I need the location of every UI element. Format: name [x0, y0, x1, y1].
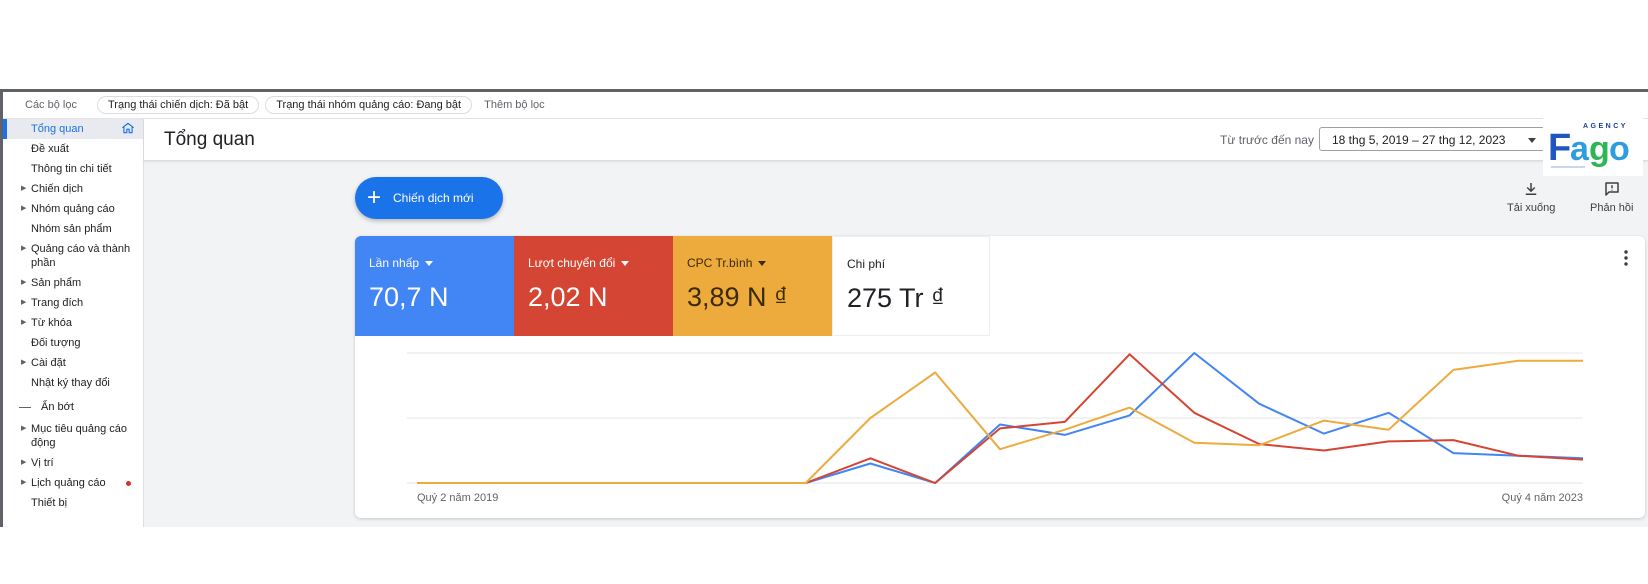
sidebar-item-keywords[interactable]: ▶ Từ khóa [3, 313, 143, 333]
chart-series-line-2 [417, 359, 1583, 484]
download-label: Tải xuống [1507, 202, 1556, 214]
expand-arrow-icon: ▶ [21, 359, 27, 366]
metric-value: 275 Tr ₫ [847, 283, 945, 313]
sidebar-item-label: Đề xuất [31, 143, 69, 155]
sidebar-item-label: Nhóm sản phẩm [31, 223, 112, 235]
sidebar-item-change-history[interactable]: Nhật ký thay đổi [3, 373, 143, 393]
svg-text:g: g [1589, 130, 1610, 168]
sidebar-item-landing-pages[interactable]: ▶ Trang đích [3, 293, 143, 313]
svg-text:a: a [1570, 130, 1590, 168]
sidebar-item-label: Quảng cáo và thành phần [31, 243, 131, 269]
expand-arrow-icon: ▶ [21, 459, 27, 466]
caret-down-icon [425, 260, 434, 266]
feedback-icon [1604, 182, 1619, 196]
sidebar-item-label: Đối tượng [31, 337, 81, 349]
metric-avg-cpc[interactable]: CPC Tr.bình 3,89 N ₫ [673, 236, 832, 336]
filters-label[interactable]: Các bộ lọc [25, 99, 77, 111]
sidebar-item-ad-schedule[interactable]: ▶ Lịch quảng cáo [3, 473, 143, 493]
date-range-select[interactable]: 18 thg 5, 2019 – 27 thg 12, 2023 [1319, 127, 1545, 151]
metric-label: Lần nhấp [369, 256, 420, 270]
metric-label: Lượt chuyển đổi [528, 256, 616, 270]
add-filter-link[interactable]: Thêm bộ lọc [484, 99, 545, 111]
sidebar-item-label: Trang đích [31, 297, 84, 309]
sidebar-item-label: Nhóm quảng cáo [31, 203, 115, 215]
expand-arrow-icon: ▶ [21, 245, 27, 252]
caret-down-icon [621, 260, 630, 266]
sidebar-item-product-groups[interactable]: Nhóm sản phẩm [3, 219, 143, 239]
sidebar-item-label: Cài đặt [31, 357, 66, 369]
metric-conversions[interactable]: Lượt chuyển đổi 2,02 N [514, 236, 673, 336]
sidebar-item-settings[interactable]: ▶ Cài đặt [3, 353, 143, 373]
svg-text:F: F [1548, 127, 1571, 169]
new-campaign-button[interactable]: + Chiến dịch mới [355, 177, 503, 219]
sidebar-item-label: Tổng quan [31, 123, 84, 135]
minus-icon [19, 406, 31, 408]
download-icon [1525, 183, 1537, 195]
x-axis-start-label: Quý 2 năm 2019 [417, 492, 499, 504]
x-axis-end-label: Quý 4 năm 2023 [1501, 492, 1583, 504]
filter-chip-adgroup-status[interactable]: Trạng thái nhóm quảng cáo: Đang bật [265, 96, 473, 114]
sidebar-item-audiences[interactable]: Đối tượng [3, 333, 143, 353]
sidebar-item-label: Chiến dịch [31, 183, 83, 195]
show-less-toggle[interactable]: Ẩn bớt [3, 393, 143, 419]
home-icon [122, 122, 134, 134]
alert-dot-icon [126, 481, 131, 486]
expand-arrow-icon: ▶ [21, 425, 27, 432]
filter-bar: Các bộ lọc Trạng thái chiến dịch: Đã bật… [3, 92, 1648, 119]
date-range-value: 18 thg 5, 2019 – 27 thg 12, 2023 [1332, 133, 1506, 147]
sidebar-item-devices[interactable]: Thiết bị [3, 493, 143, 513]
sidebar-item-label: Vị trí [31, 457, 54, 469]
date-range-label: Từ trước đến nay [1220, 133, 1314, 147]
expand-arrow-icon: ▶ [21, 205, 27, 212]
fago-logo-icon: AGENCY F a g o [1548, 123, 1630, 169]
sidebar-nav: Tổng quan Đề xuất Thông tin chi tiết ▶ Ch… [3, 119, 144, 527]
sidebar-item-insights[interactable]: Thông tin chi tiết [3, 159, 143, 179]
download-button[interactable]: Tải xuống [1507, 180, 1555, 214]
sidebar-item-recommendations[interactable]: Đề xuất [3, 139, 143, 159]
plus-icon: + [367, 184, 382, 211]
expand-arrow-icon: ▶ [21, 479, 27, 486]
sidebar-item-label: Sản phẩm [31, 277, 82, 289]
sidebar-item-locations[interactable]: ▶ Vị trí [3, 453, 143, 473]
expand-arrow-icon: ▶ [21, 185, 27, 192]
metric-clicks[interactable]: Lần nhấp 70,7 N [355, 236, 514, 336]
fago-agency-logo: AGENCY F a g o [1543, 114, 1643, 176]
feedback-label: Phản hồi [1590, 202, 1634, 214]
chart-series-line-1 [417, 353, 1584, 484]
sidebar-item-adgroups[interactable]: ▶ Nhóm quảng cáo [3, 199, 143, 219]
filter-chip-campaign-status[interactable]: Trạng thái chiến dịch: Đã bật [96, 96, 260, 114]
svg-text:o: o [1609, 130, 1630, 168]
page-title: Tổng quan [164, 129, 255, 150]
sidebar-item-overview[interactable]: Tổng quan [3, 119, 143, 139]
feedback-button[interactable]: Phản hồi [1590, 180, 1633, 214]
sidebar-item-label: Nhật ký thay đổi [31, 377, 110, 389]
metric-label: Chi phí [847, 257, 886, 271]
sidebar-item-label: Thông tin chi tiết [31, 163, 112, 175]
chevron-down-icon [1528, 138, 1536, 143]
sidebar-item-label: Thiết bị [31, 497, 68, 509]
new-campaign-label: Chiến dịch mới [393, 191, 474, 205]
metric-value: 3,89 N ₫ [687, 282, 788, 312]
metric-cost[interactable]: Chi phí 275 Tr ₫ [832, 236, 990, 336]
svg-text:AGENCY: AGENCY [1583, 123, 1628, 130]
sidebar-item-label: Lịch quảng cáo [31, 477, 106, 489]
sidebar-item-ads-assets[interactable]: ▶ Quảng cáo và thành phần [3, 239, 143, 273]
metric-value: 70,7 N [369, 282, 449, 312]
sidebar-item-campaigns[interactable]: ▶ Chiến dịch [3, 179, 143, 199]
performance-line-chart [407, 352, 1584, 484]
expand-arrow-icon: ▶ [21, 279, 27, 286]
sidebar-item-dynamic-ad-targets[interactable]: ▶ Mục tiêu quảng cáo động [3, 419, 143, 453]
sidebar-item-label: Từ khóa [31, 317, 72, 329]
more-options-icon[interactable] [1623, 250, 1629, 266]
page-header: Tổng quan Từ trước đến nay 18 thg 5, 201… [144, 119, 1648, 161]
metric-value: 2,02 N [528, 282, 608, 312]
performance-card: Lần nhấp 70,7 N Lượt chuyển đổi 2,02 N C… [355, 236, 1645, 518]
expand-arrow-icon: ▶ [21, 299, 27, 306]
metric-label: CPC Tr.bình [687, 256, 753, 270]
show-less-label: Ẩn bớt [41, 401, 74, 413]
caret-down-icon [758, 260, 767, 266]
sidebar-item-label: Mục tiêu quảng cáo động [31, 423, 128, 449]
expand-arrow-icon: ▶ [21, 319, 27, 326]
sidebar-item-products[interactable]: ▶ Sản phẩm [3, 273, 143, 293]
